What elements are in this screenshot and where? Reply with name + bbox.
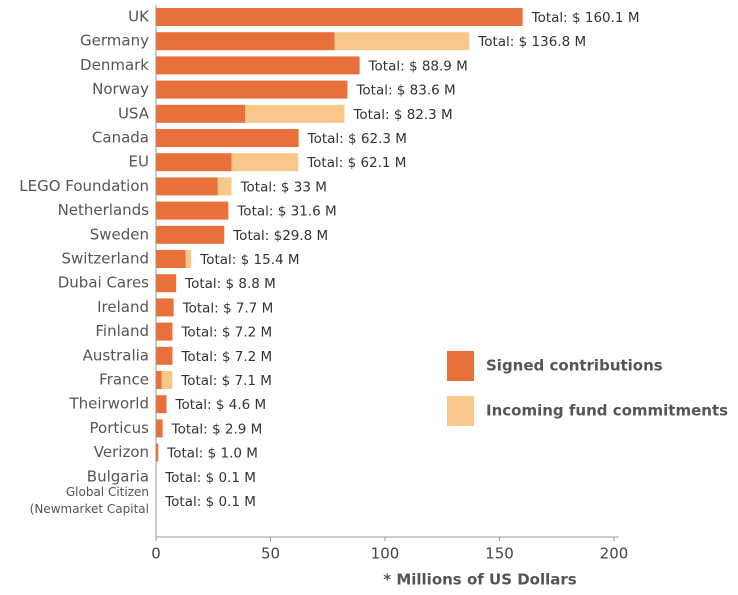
bar-segment — [156, 250, 186, 268]
total-label: Total: $ 15.4 M — [199, 252, 299, 268]
total-label: Total: $ 82.3 M — [352, 107, 452, 123]
category-label: Germany — [80, 32, 149, 50]
category-label: Porticus — [90, 419, 150, 437]
x-tick-label: 150 — [485, 545, 514, 563]
x-tick-label: 100 — [371, 545, 400, 563]
bar-segment — [156, 443, 159, 462]
bar-segment — [156, 395, 167, 414]
category-label: Bulgaria — [87, 467, 149, 485]
bar-segment — [334, 32, 470, 51]
bar-segment — [156, 8, 523, 26]
bar-segment — [156, 201, 229, 220]
category-label: Global Citizen — [66, 485, 149, 499]
bar-segment — [231, 153, 299, 172]
total-label: Total: $ 33 M — [240, 179, 327, 195]
bar-segment — [156, 298, 174, 317]
bar-segment — [156, 371, 162, 389]
total-label: Total: $ 7.7 M — [182, 300, 274, 316]
bar-segment — [156, 177, 218, 196]
bar-segment — [156, 56, 360, 75]
bar-segment — [156, 322, 173, 341]
bar-segment — [156, 80, 348, 99]
total-label: Total: $ 62.3 M — [307, 131, 407, 147]
total-label: Total: $ 1.0 M — [166, 446, 258, 462]
bar-segment — [156, 419, 163, 438]
total-label: Total: $ 7.1 M — [180, 373, 272, 389]
bar-segment — [217, 177, 232, 196]
bar-segment — [245, 104, 345, 123]
category-label: USA — [118, 104, 150, 122]
category-label: Norway — [92, 80, 149, 98]
total-label: Total: $ 31.6 M — [236, 204, 336, 220]
x-tick-label: 200 — [600, 545, 629, 563]
bar-segment — [156, 32, 335, 51]
total-label: Total: $ 88.9 M — [368, 58, 468, 74]
total-label: Total: $ 83.6 M — [355, 83, 455, 99]
legend-label: Signed contributions — [486, 357, 663, 375]
total-label: Total: $ 7.2 M — [180, 325, 272, 341]
x-tick-label: 0 — [151, 545, 161, 563]
total-label: Total: $ 62.1 M — [306, 155, 406, 171]
category-label: Australia — [83, 346, 149, 364]
category-label: Canada — [92, 129, 149, 147]
category-label: LEGO Foundation — [19, 177, 149, 195]
category-label: Netherlands — [58, 201, 150, 219]
total-label: Total: $ 0.1 M — [164, 470, 256, 486]
total-label: Total: $ 2.9 M — [171, 421, 263, 437]
category-label: Verizon — [94, 443, 149, 461]
bar-segment — [156, 129, 299, 147]
category-label: Sweden — [90, 225, 149, 243]
legend-swatch — [447, 396, 474, 426]
x-tick-label: 50 — [261, 545, 280, 563]
total-label: Total: $29.8 M — [232, 228, 328, 244]
total-label: Total: $ 0.1 M — [164, 494, 256, 510]
category-label: France — [99, 371, 149, 389]
legend-swatch — [447, 351, 474, 381]
bar-segment — [156, 153, 232, 172]
bar-segment — [156, 104, 246, 123]
category-label: Dubai Cares — [58, 274, 149, 292]
bar-segment — [156, 274, 177, 293]
category-label: Denmark — [80, 56, 149, 74]
category-label: (Newmarket Capital — [30, 502, 149, 516]
category-label: Switzerland — [62, 250, 150, 268]
category-label: Theirworld — [68, 395, 149, 413]
category-label: UK — [128, 8, 150, 26]
total-label: Total: $ 136.8 M — [477, 34, 586, 50]
total-label: Total: $ 4.6 M — [175, 397, 267, 413]
legend-label: Incoming fund commitments — [486, 402, 728, 420]
category-label: Finland — [95, 322, 149, 340]
bar-segment — [161, 371, 173, 389]
x-axis-label: * Millions of US Dollars — [383, 571, 577, 589]
category-label: EU — [129, 153, 149, 171]
bar-segment — [156, 346, 173, 365]
category-label: Ireland — [97, 298, 149, 316]
bar-segment — [156, 225, 225, 244]
total-label: Total: $ 7.2 M — [180, 349, 272, 365]
total-label: Total: $ 8.8 M — [184, 276, 276, 292]
bar-segment — [185, 250, 192, 268]
total-label: Total: $ 160.1 M — [531, 10, 640, 26]
